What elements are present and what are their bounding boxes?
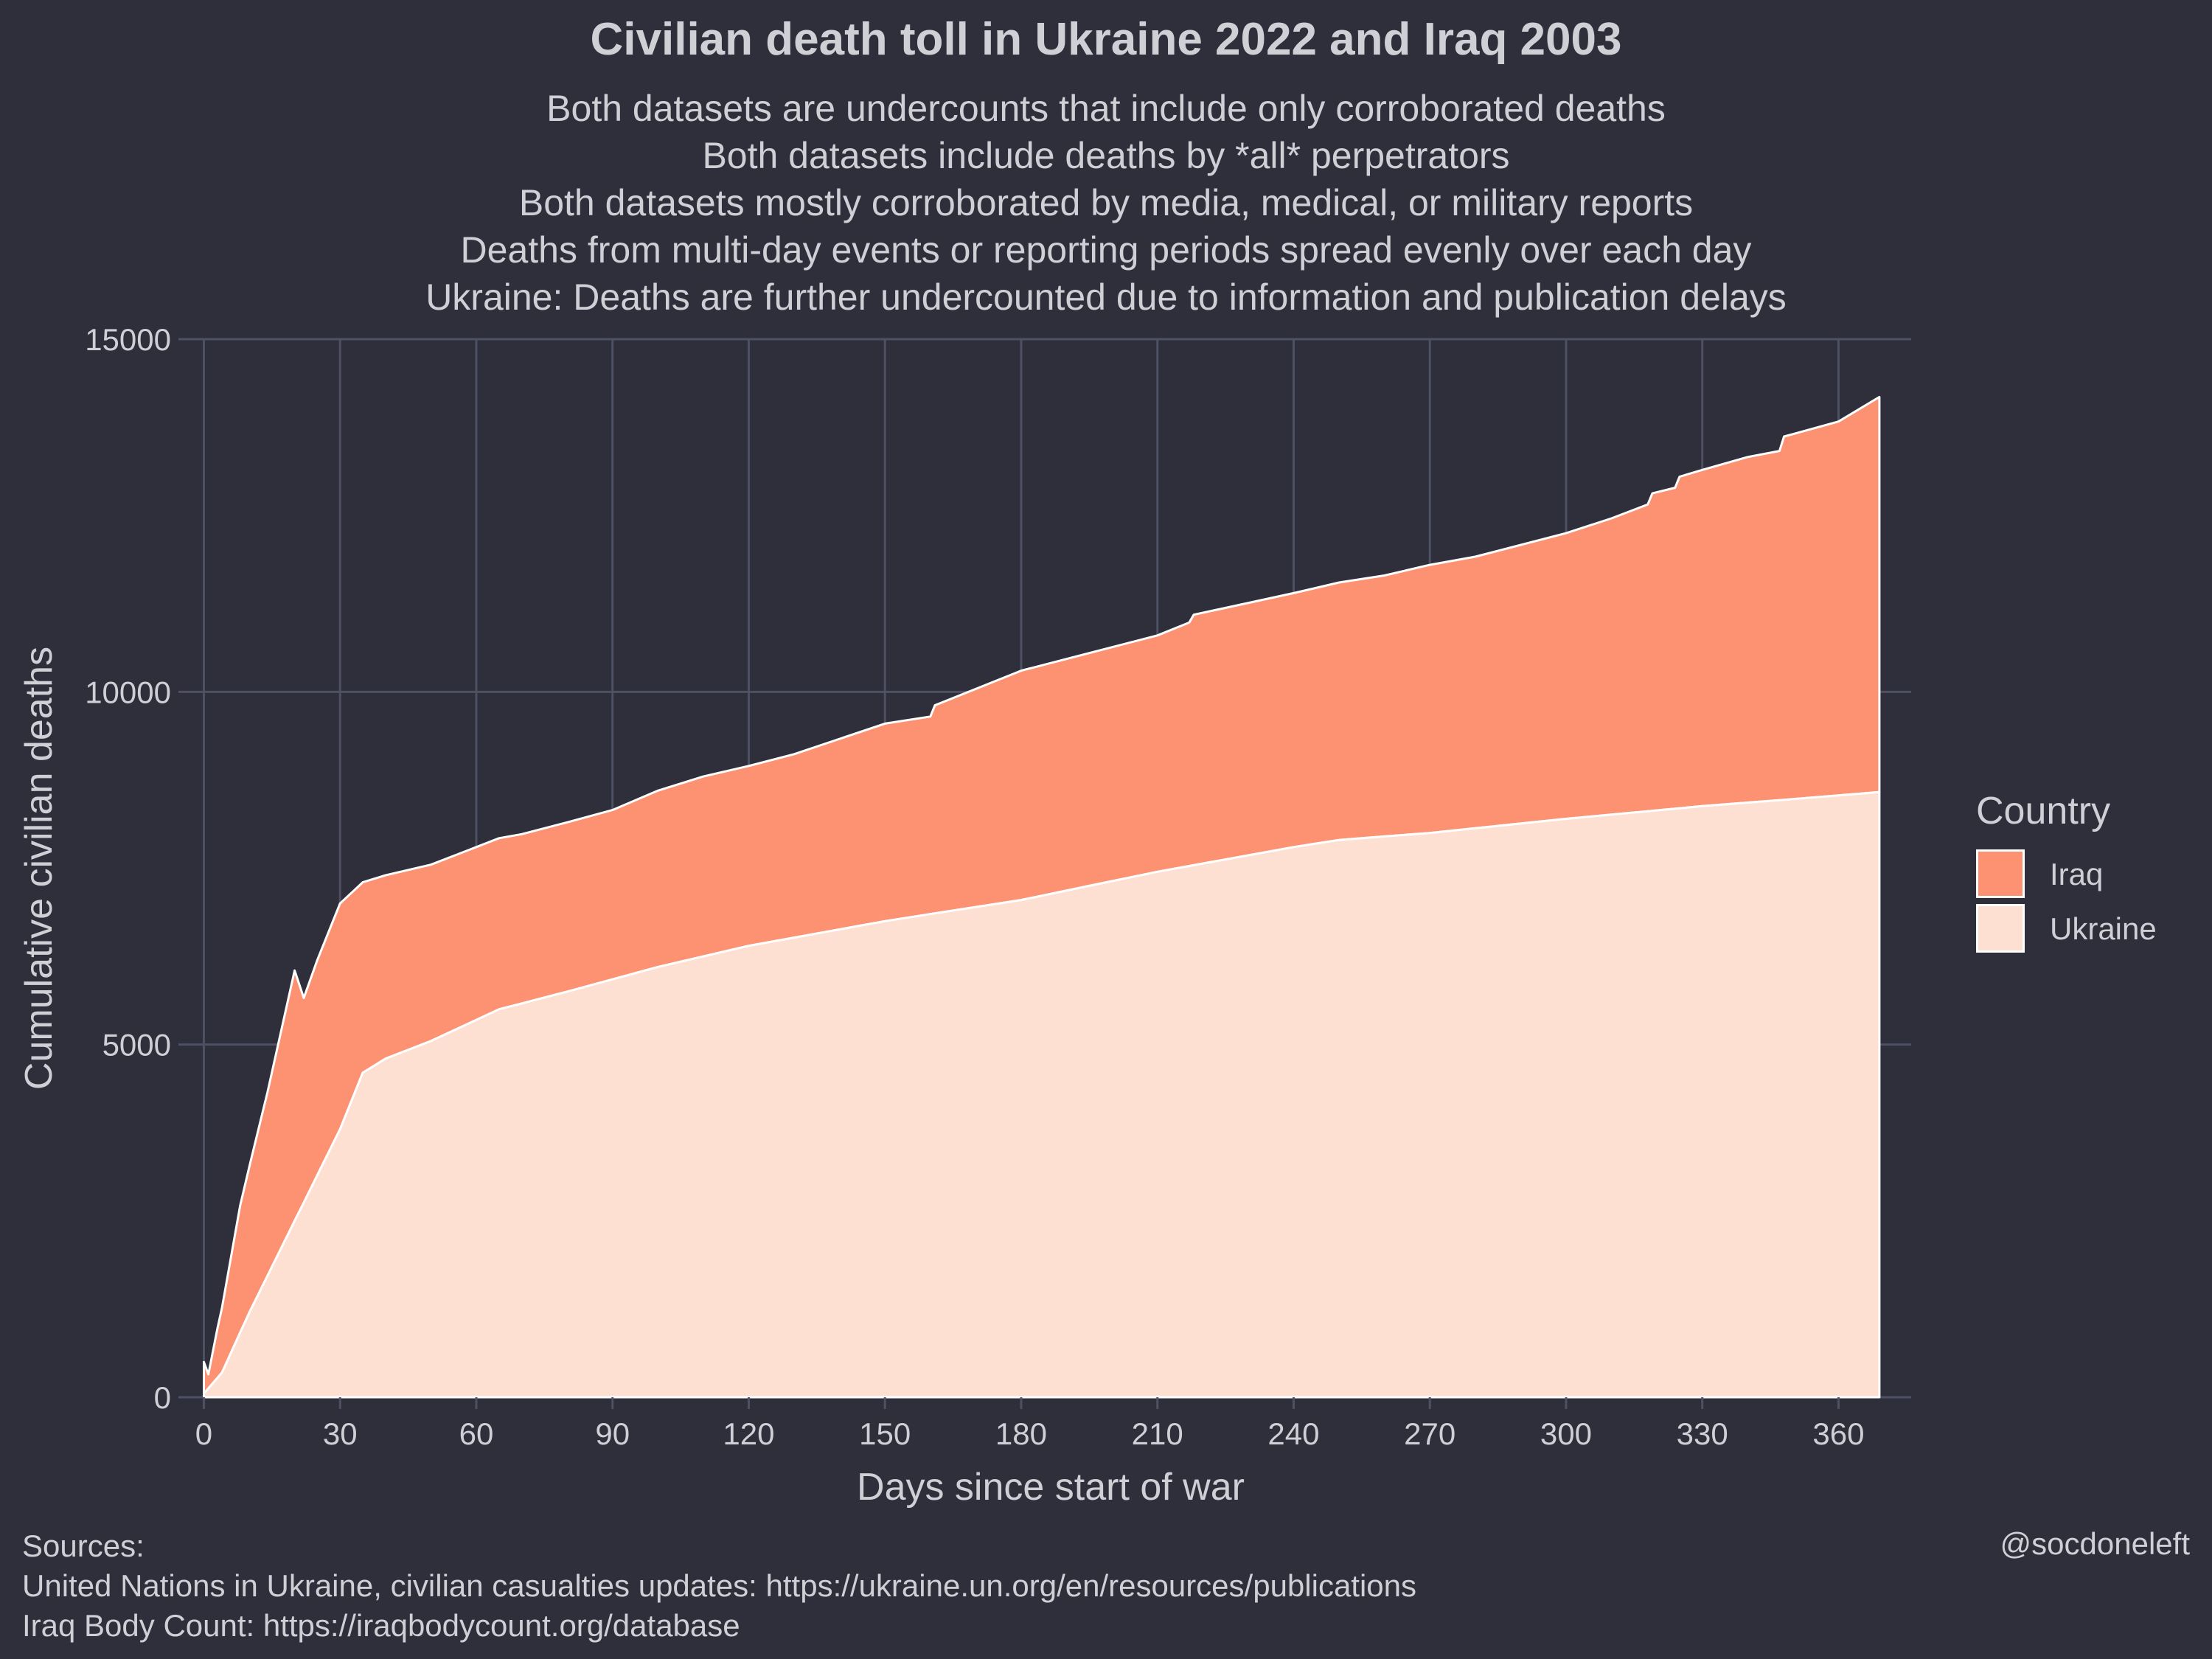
y-tick-label: 10000 bbox=[85, 675, 171, 709]
x-tick-label: 120 bbox=[723, 1416, 774, 1451]
legend-label-ukraine: Ukraine bbox=[2050, 911, 2157, 946]
x-tick-label: 90 bbox=[595, 1416, 630, 1451]
x-tick-label: 0 bbox=[195, 1416, 212, 1451]
x-tick-label: 60 bbox=[459, 1416, 494, 1451]
source-line: Iraq Body Count: https://iraqbodycount.o… bbox=[22, 1608, 740, 1643]
x-tick-label: 150 bbox=[859, 1416, 911, 1451]
x-tick-label: 270 bbox=[1404, 1416, 1455, 1451]
sources-heading: Sources: bbox=[22, 1528, 145, 1563]
x-tick-label: 240 bbox=[1267, 1416, 1319, 1451]
x-axis-label: Days since start of war bbox=[857, 1466, 1245, 1509]
y-tick-label: 15000 bbox=[85, 322, 171, 357]
sources-note: Sources: United Nations in Ukraine, civi… bbox=[22, 1526, 1416, 1646]
subtitle-line: Both datasets mostly corroborated by med… bbox=[518, 182, 1694, 223]
x-tick-label: 180 bbox=[995, 1416, 1047, 1451]
legend-label-iraq: Iraq bbox=[2050, 857, 2104, 891]
area-series bbox=[203, 395, 1881, 1399]
subtitle-line: Deaths from multi-day events or reportin… bbox=[460, 229, 1752, 271]
source-line: United Nations in Ukraine, civilian casu… bbox=[22, 1568, 1417, 1603]
y-tick-label: 5000 bbox=[102, 1028, 171, 1062]
subtitle-line: Ukraine: Deaths are further undercounted… bbox=[425, 276, 1787, 318]
legend-swatch-ukraine bbox=[1976, 904, 2025, 953]
x-tick-label: 360 bbox=[1812, 1416, 1864, 1451]
x-tick-label: 210 bbox=[1132, 1416, 1183, 1451]
subtitle-line: Both datasets are undercounts that inclu… bbox=[546, 88, 1666, 129]
subtitle-line: Both datasets include deaths by *all* pe… bbox=[702, 135, 1510, 176]
author-credit: @socdoneleft bbox=[2000, 1526, 2190, 1561]
chart-subtitle: Both datasets are undercounts that inclu… bbox=[0, 85, 2212, 321]
x-tick-label: 300 bbox=[1540, 1416, 1592, 1451]
x-tick-label: 330 bbox=[1677, 1416, 1728, 1451]
x-tick-label: 30 bbox=[323, 1416, 358, 1451]
axes: 0 5000 10000 15000 0 30 60 90 120 150 180 210 240 270… bbox=[18, 322, 1865, 1509]
chart-title: Civilian death toll in Ukraine 2022 and … bbox=[590, 14, 1622, 65]
y-tick-label: 0 bbox=[154, 1380, 171, 1415]
y-axis-label: Cumulative civilian deaths bbox=[18, 647, 60, 1090]
legend-swatch-iraq bbox=[1976, 849, 2025, 898]
legend-title: Country bbox=[1976, 790, 2111, 832]
area-ukraine bbox=[203, 790, 1881, 1399]
